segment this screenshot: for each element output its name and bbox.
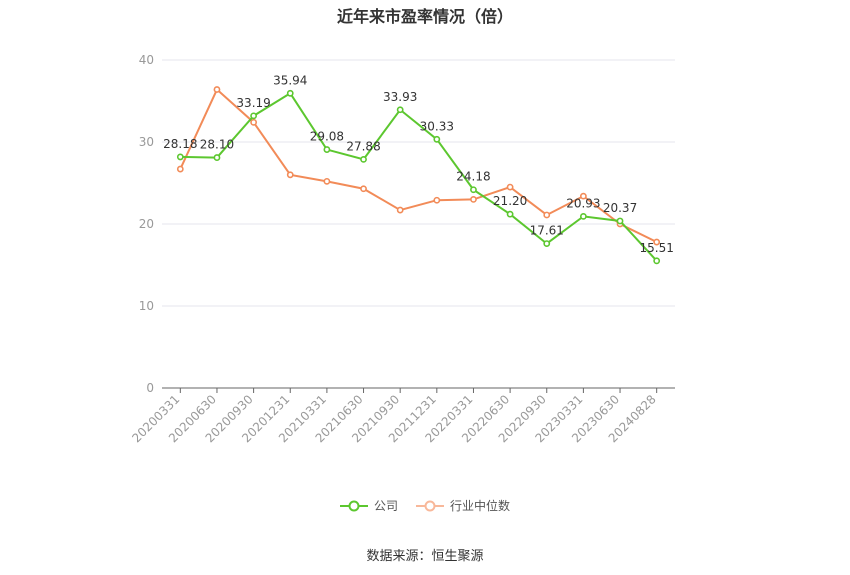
legend-company-marker-icon — [339, 500, 368, 511]
data-point-company — [250, 112, 258, 120]
data-point-company — [579, 212, 587, 220]
data-point-industry — [213, 86, 221, 93]
y-tick-label: 20 — [139, 217, 154, 231]
data-label: 35.94 — [273, 73, 307, 87]
data-label: 24.18 — [456, 170, 490, 184]
data-point-company — [176, 153, 184, 161]
y-tick-label: 0 — [146, 381, 154, 395]
data-point-industry — [396, 206, 404, 214]
data-source: 数据来源：恒生聚源 — [366, 549, 484, 564]
data-point-company — [286, 89, 294, 97]
data-point-company — [396, 106, 404, 114]
data-point-company — [360, 155, 367, 163]
chart-title: 近年来市盈率情况（倍） — [336, 7, 513, 26]
series-line-industry — [179, 87, 658, 243]
data-label: 21.20 — [493, 194, 527, 208]
pe-ratio-chart: 0102030402020033120200630202009302020123… — [129, 53, 675, 445]
legend-company-label: 公司 — [373, 499, 398, 513]
data-point-industry — [433, 196, 441, 204]
data-point-company — [323, 146, 331, 153]
data-point-company — [433, 135, 441, 143]
data-label: 28.18 — [163, 137, 197, 151]
data-point-industry — [323, 177, 331, 185]
data-label: 33.93 — [383, 90, 417, 104]
data-label: 28.10 — [200, 138, 234, 152]
data-label: 27.88 — [346, 139, 380, 153]
data-point-company — [543, 240, 551, 247]
legend-industry-marker-icon — [416, 500, 444, 511]
data-label: 15.51 — [639, 241, 673, 255]
y-tick-label: 40 — [139, 53, 154, 67]
y-tick-label: 10 — [139, 299, 154, 313]
data-point-industry — [470, 195, 477, 203]
data-point-company — [506, 210, 514, 218]
data-point-company — [213, 154, 221, 161]
legend-industry-label: 行业中位数 — [450, 499, 511, 513]
data-point-industry — [653, 238, 661, 246]
legend-item-industry[interactable]: 行业中位数 — [416, 497, 510, 514]
legend-item-company[interactable]: 公司 — [339, 497, 398, 514]
data-label: 30.33 — [420, 119, 454, 133]
data-point-industry — [360, 185, 367, 193]
data-label: 17.61 — [530, 224, 564, 238]
data-point-industry — [250, 118, 258, 126]
data-point-industry — [579, 192, 587, 200]
data-label: 33.19 — [236, 96, 270, 110]
data-label: 20.93 — [566, 196, 600, 210]
data-label: 29.08 — [310, 130, 344, 144]
data-point-industry — [286, 171, 294, 179]
data-point-industry — [543, 211, 551, 219]
chart-legend: 公司 行业中位数 — [0, 497, 850, 514]
data-point-company — [470, 186, 477, 194]
y-tick-label: 30 — [139, 135, 154, 149]
series-line-company — [180, 91, 658, 262]
data-point-industry — [176, 165, 184, 173]
data-point-industry — [506, 183, 514, 191]
data-label: 20.37 — [603, 201, 637, 215]
data-point-company — [653, 257, 661, 265]
data-point-company — [616, 217, 624, 225]
